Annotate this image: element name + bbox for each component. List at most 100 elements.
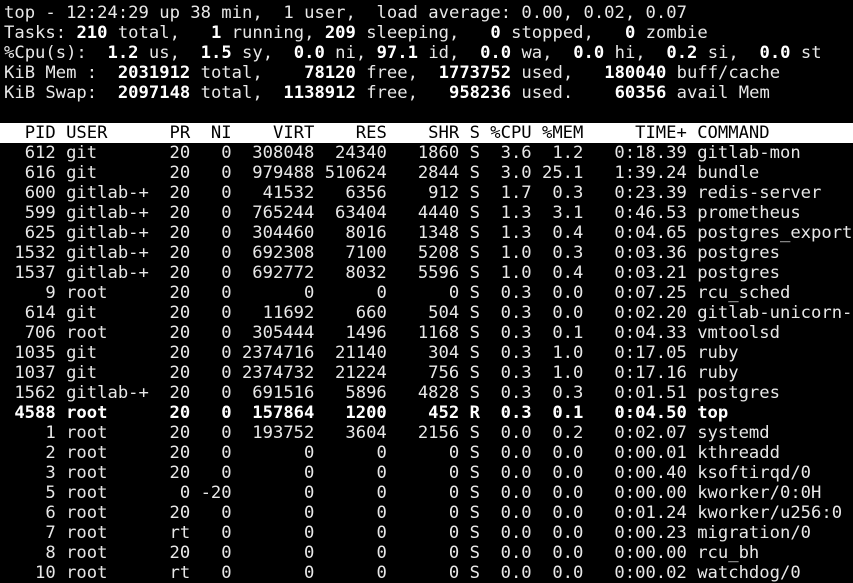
cell-shr: 0 [448,283,460,303]
cell-mem: 0.0 [552,303,584,323]
cell-command: postgres [697,263,780,283]
cell-command: rcu_sched [697,283,791,303]
cell-command: watchdog/0 [697,563,801,583]
cell-res: 0 [376,483,387,503]
cell-shr: 0 [448,503,460,523]
cell-pr: 20 [169,263,191,283]
cell-ni: 0 [221,323,232,343]
summary-label: KiB Mem : [4,63,118,83]
cell-pid: 1035 [14,343,56,363]
cell-s: S [469,383,480,403]
cell-s: S [469,283,480,303]
cell-shr: 1348 [417,223,460,243]
summary-label: ni, [324,43,377,63]
cell-pid: 6 [45,503,56,523]
cell-user: root [66,323,108,343]
cell-user: git [66,363,98,383]
cell-virt: 692772 [252,263,315,283]
summary-value: 180040 [604,63,667,83]
cell-mem: 0.3 [552,383,584,403]
cell-user: root [66,523,108,543]
cell-cpu: 1.3 [500,223,532,243]
summary-label: used. [511,83,615,103]
cell-cpu: 1.0 [500,263,532,283]
cell-ni: 0 [221,243,232,263]
cell-pr: 20 [169,403,191,423]
cell-cpu: 3.6 [500,143,532,163]
cell-time: 0:00.23 [614,523,687,543]
cell-mem: 0.3 [552,183,584,203]
cell-user: gitlab-+ [66,383,149,403]
cell-res: 8032 [345,263,387,283]
cell-mem: 25.1 [541,163,584,183]
cell-shr: 5596 [417,263,460,283]
cell-shr: 0 [448,443,460,463]
cell-virt: 0 [304,503,315,523]
summary-label: wa, [511,43,574,63]
cell-command: gitlab-mon [697,143,801,163]
cell-res: 6356 [345,183,387,203]
cell-user: root [66,503,108,523]
cell-mem: 0.0 [552,283,584,303]
cell-mem: 0.3 [552,243,584,263]
cell-virt: 0 [304,443,315,463]
cell-user: root [66,403,108,423]
cell-pr: rt [169,563,191,583]
cell-time: 0:00.01 [614,443,687,463]
cell-res: 8016 [345,223,387,243]
cell-time: 0:18.39 [614,143,687,163]
cell-command: postgres_export [697,223,853,243]
cell-cpu: 0.3 [500,363,532,383]
cell-time: 0:03.36 [614,243,687,263]
cell-cpu: 0.0 [500,483,532,503]
summary-label: id, [417,43,481,63]
cell-virt: 0 [304,463,315,483]
cell-s: S [469,303,480,323]
cell-time: 0:17.16 [614,363,687,383]
cell-mem: 0.0 [552,523,584,543]
cell-mem: 0.4 [552,223,584,243]
process-row-1035: 1035 git 20 0 2374716 21140 304 S 0.3 1.0 0:17.05 r… [0,343,853,363]
column-header-ni: NI [210,123,232,143]
cell-time: 0:02.20 [614,303,687,323]
cell-user: git [66,143,98,163]
cell-pr: 20 [169,143,191,163]
summary-label: total, [190,83,284,103]
cell-time: 0:17.05 [614,343,687,363]
cell-pid: 8 [45,543,56,563]
cell-res: 660 [355,303,387,323]
process-row-1532: 1532 gitlab-+ 20 0 692308 7100 5208 S 1.0 0.3 0:03… [0,243,853,263]
cell-shr: 0 [448,463,460,483]
cell-time: 0:04.33 [614,323,687,343]
cell-shr: 2156 [417,423,460,443]
cell-ni: 0 [221,543,232,563]
cell-time: 0:46.53 [614,203,687,223]
column-header-s: S [469,123,480,143]
process-row-3: 3 root 20 0 0 0 0 S 0.0 0.0 0:00.40 ksoftirqd/0 [0,463,853,483]
cell-res: 0 [376,543,387,563]
cell-s: S [469,503,480,523]
summary-label: sleeping, [355,23,491,43]
cell-cpu: 0.0 [500,423,532,443]
cell-pid: 1532 [14,243,56,263]
summary-value: 1138912 [283,83,356,103]
summary-label: si, [697,43,760,63]
process-row-1562: 1562 gitlab-+ 20 0 691516 5896 4828 S 0.3 0.3 0:01… [0,383,853,403]
cell-command: ruby [697,363,739,383]
cell-res: 5896 [345,383,387,403]
summary-value: 0.0 [759,43,791,63]
cell-virt: 691516 [252,383,315,403]
summary-label: avail Mem [666,83,770,103]
cell-virt: 765244 [252,203,315,223]
column-header-cpu: %CPU [490,123,532,143]
cell-pid: 625 [24,223,56,243]
cell-shr: 304 [428,343,460,363]
cell-time: 0:04.50 [614,403,687,423]
cell-command: systemd [697,423,770,443]
column-header-shr: SHR [428,123,460,143]
cell-user: root [66,423,108,443]
summary-value: 2031912 [117,63,191,83]
cell-ni: -20 [200,483,232,503]
cell-time: 0:02.07 [614,423,687,443]
